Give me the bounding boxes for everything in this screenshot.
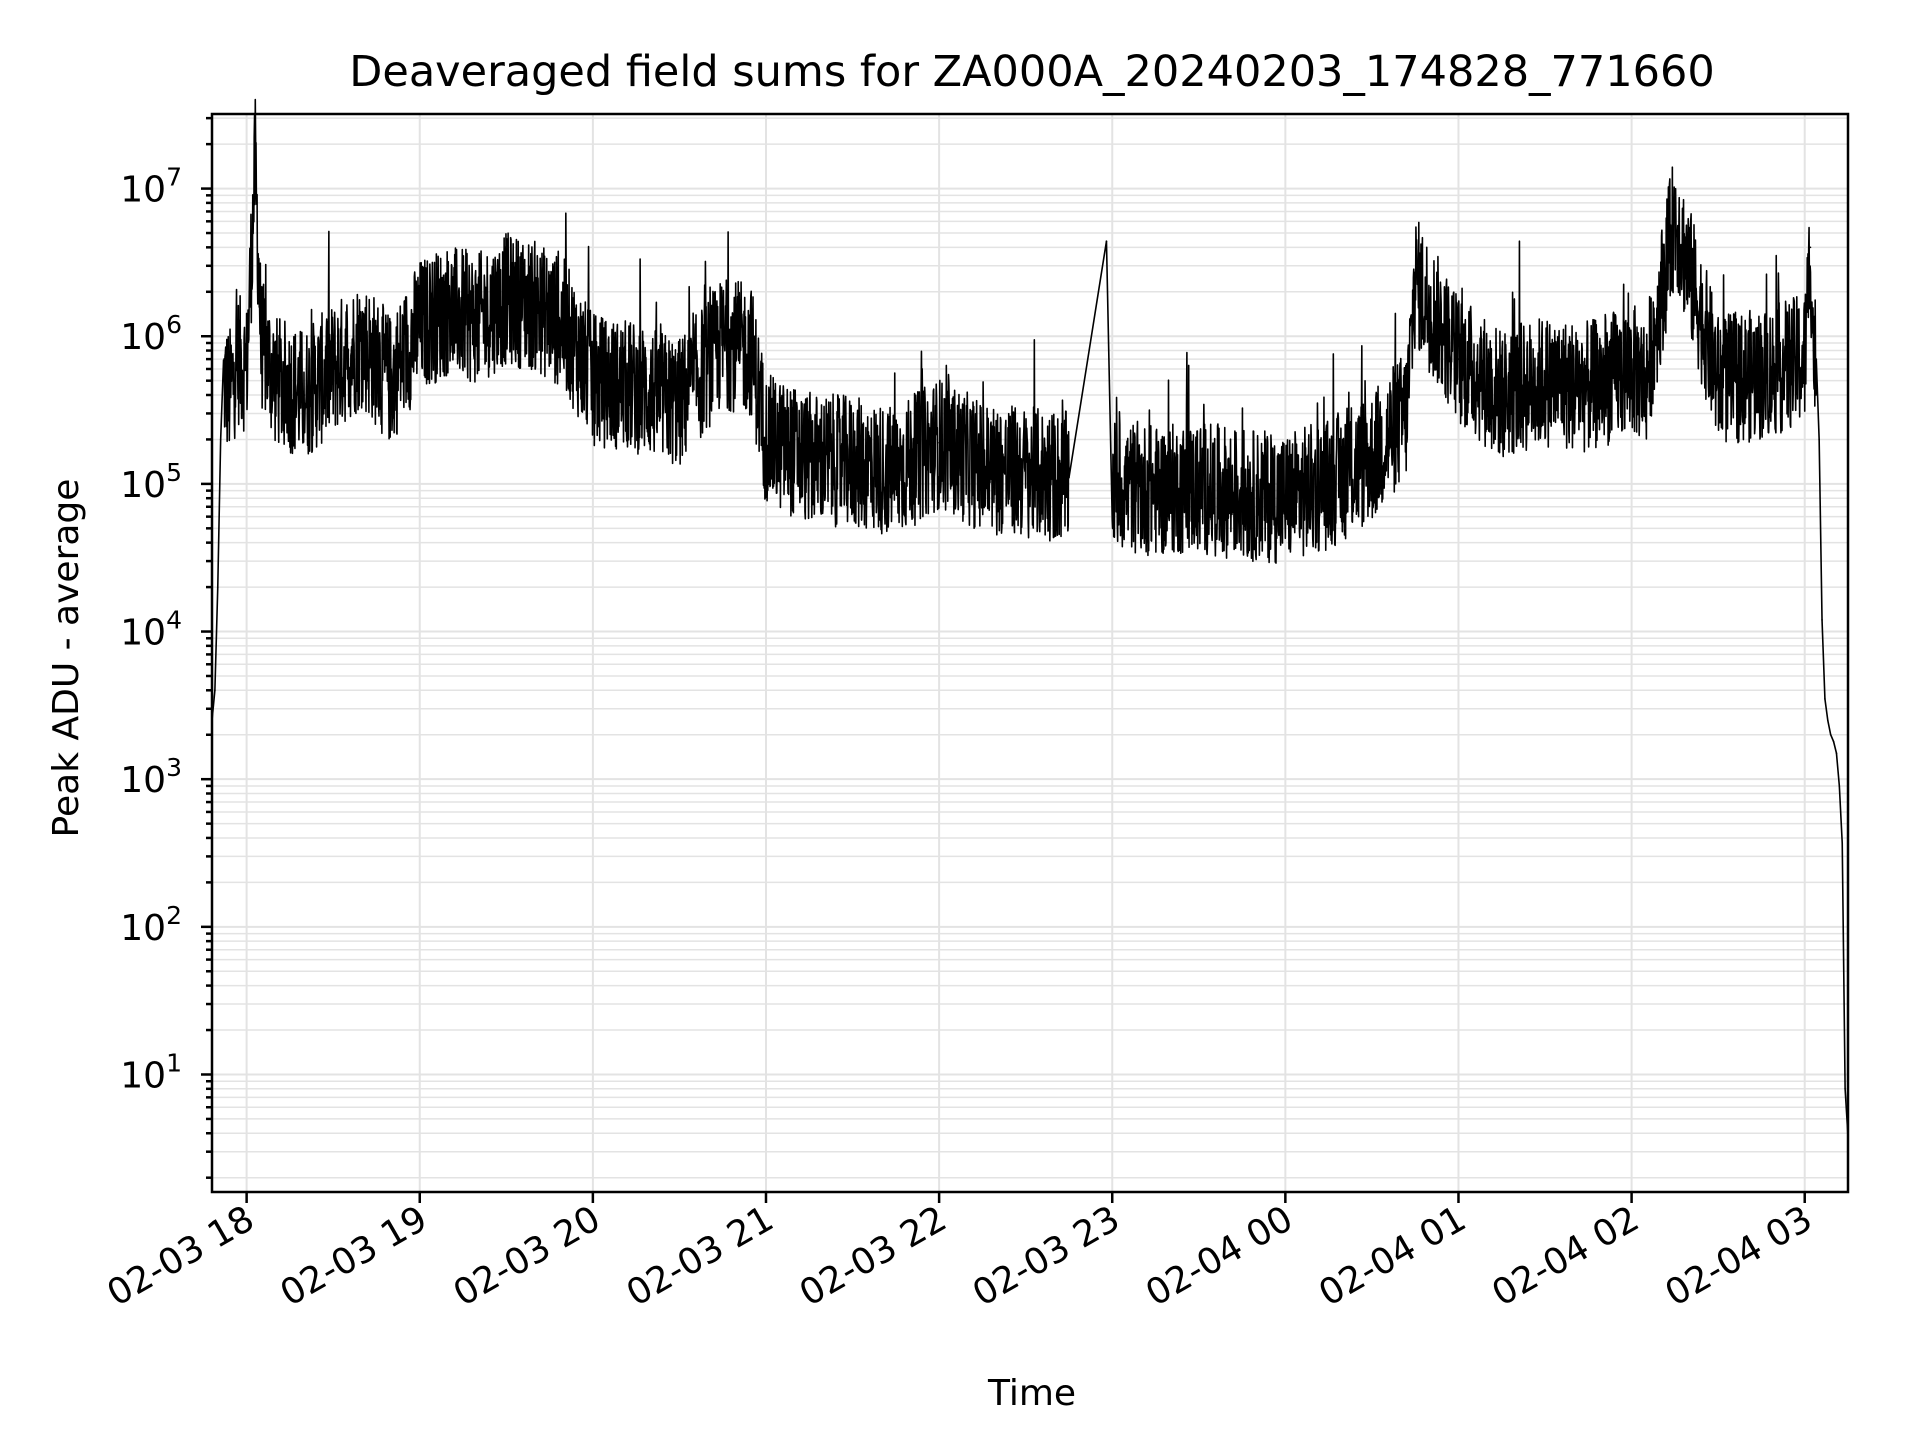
data-point [534, 305, 536, 307]
y-axis-label: Peak ADU - average [46, 479, 87, 838]
data-point [1760, 373, 1763, 376]
y-tick-label: 105 [120, 458, 182, 506]
data-point [1835, 752, 1838, 754]
data-point [1024, 471, 1027, 473]
data-point [1284, 497, 1287, 499]
data-point [1068, 476, 1070, 479]
x-tick-label: 02-04 01 [1312, 1198, 1473, 1314]
data-point [216, 586, 219, 588]
data-point [1414, 279, 1416, 281]
x-tick-label: 02-03 23 [966, 1198, 1127, 1314]
data-point [1674, 215, 1676, 218]
data-point [1844, 1087, 1846, 1090]
x-tick-label: 02-04 02 [1485, 1198, 1646, 1314]
data-point [1815, 358, 1818, 360]
x-tick-labels: 02-03 18 02-03 19 02-03 20 02-03 21 02-03 22… [100, 1198, 1819, 1314]
y-tick-labels: 101 102 103 104 105 106 107 [120, 163, 182, 1097]
data-point [1812, 349, 1815, 352]
data-point [1645, 379, 1647, 382]
data-point [214, 689, 216, 692]
x-tick-label: 02-03 22 [793, 1198, 954, 1314]
data-point [1197, 486, 1200, 488]
x-tick-label: 02-04 03 [1659, 1198, 1820, 1314]
data-point [1405, 412, 1408, 415]
data-point [1824, 698, 1826, 700]
data-point [895, 471, 897, 473]
data-point [1630, 368, 1633, 370]
data-point [765, 438, 767, 441]
data-point [1717, 379, 1719, 382]
data-point [228, 394, 231, 396]
y-tick-label: 101 [120, 1048, 182, 1096]
y-tick-label: 104 [120, 606, 182, 654]
x-tick-label: 02-03 19 [274, 1198, 435, 1314]
series-layer [211, 98, 1849, 1138]
data-point [1832, 740, 1835, 743]
data-point [678, 402, 681, 405]
data-point [476, 318, 479, 321]
data-point [1841, 842, 1844, 844]
data-point [254, 161, 257, 164]
x-axis-label: Time [987, 1373, 1076, 1414]
data-point [1809, 246, 1812, 249]
y-tick-label: 103 [120, 753, 182, 801]
data-point [808, 457, 811, 459]
x-tick-label: 02-03 18 [100, 1198, 261, 1314]
data-point [1371, 457, 1373, 459]
data-point [361, 342, 363, 344]
y-tick-label: 107 [120, 163, 182, 211]
data-point [851, 461, 854, 464]
data-point [237, 358, 239, 360]
data-point [721, 342, 724, 344]
data-point [1500, 394, 1503, 396]
data-point [505, 297, 508, 300]
data-point [1327, 483, 1330, 485]
data-point [1803, 358, 1806, 360]
data-point [1587, 386, 1590, 389]
y-tick-label: 106 [120, 310, 182, 358]
data-point [332, 368, 334, 370]
data-point [1457, 358, 1460, 360]
data-point [303, 394, 306, 396]
data-point [418, 323, 421, 326]
x-tick-label: 02-04 00 [1139, 1198, 1300, 1314]
x-tick-label: 02-03 21 [620, 1198, 781, 1314]
data-point [563, 323, 565, 326]
data-point [1827, 719, 1829, 722]
data-point [1838, 785, 1841, 787]
data-point [1818, 438, 1820, 441]
data-point [1821, 619, 1823, 621]
data-point [981, 466, 984, 468]
x-tick-label: 02-03 20 [447, 1198, 608, 1314]
data-point [635, 386, 637, 389]
data-point [938, 441, 940, 444]
data-point [219, 438, 222, 441]
data-point [1829, 733, 1832, 736]
data-point [750, 349, 753, 352]
data-point [1544, 379, 1546, 382]
data-point [260, 342, 262, 344]
data-point [1154, 489, 1157, 492]
data-point [592, 379, 594, 382]
chart-title: Deaveraged field sums for ZA000A_2024020… [349, 47, 1714, 97]
tick-marks [201, 116, 1806, 1203]
series-line [211, 98, 1849, 1137]
data-point [447, 309, 450, 312]
y-tick-label: 102 [120, 901, 182, 949]
data-point [1241, 493, 1243, 496]
data-point [274, 379, 277, 382]
data-point [1105, 240, 1108, 243]
data-point [245, 368, 248, 370]
grid [212, 114, 1848, 1192]
data-point [222, 379, 225, 382]
data-point [390, 379, 392, 382]
data-point [1111, 483, 1114, 485]
plot-frame [210, 112, 1850, 1194]
